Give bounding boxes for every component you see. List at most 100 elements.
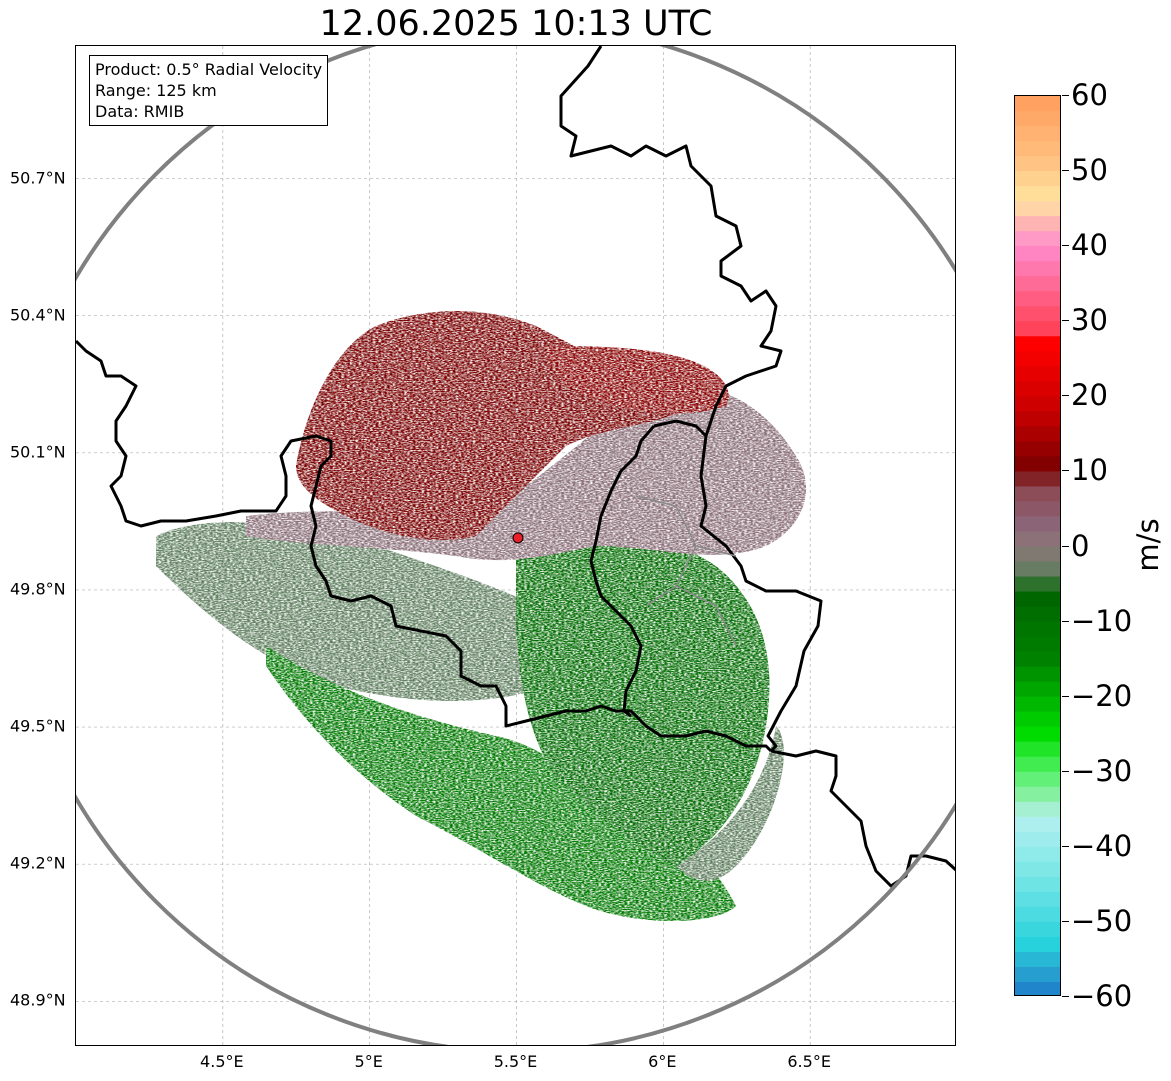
border-lu-north: [653, 419, 708, 438]
colorbar-tick-mark: [1062, 95, 1069, 96]
lat-label: 50.7°N: [10, 168, 66, 188]
colorbar-tick-mark: [1062, 845, 1069, 847]
colorbar-band: [1015, 486, 1060, 503]
product-info-box: Product: 0.5° Radial Velocity Range: 125…: [89, 55, 329, 126]
colorbar-tick-mark: [1062, 320, 1069, 322]
data-source-line: Data: RMIB: [95, 102, 185, 121]
colorbar-tick-label: −30: [1071, 753, 1133, 788]
colorbar-band: [1015, 411, 1060, 427]
lat-label: 49.5°N: [10, 716, 66, 736]
colorbar-band: [1015, 936, 1060, 953]
colorbar-band: [1015, 141, 1060, 157]
colorbar-band: [1015, 891, 1060, 908]
colorbar-band: [1015, 876, 1060, 893]
colorbar-tick-label: 20: [1071, 378, 1108, 413]
colorbar-band: [1015, 771, 1060, 788]
colorbar-band: [1015, 966, 1060, 983]
colorbar-band: [1015, 651, 1060, 668]
colorbar-band: [1015, 276, 1060, 292]
colorbar-tick-mark: [1062, 395, 1069, 397]
lat-label: 49.2°N: [10, 853, 66, 873]
lat-label: 50.4°N: [10, 305, 66, 325]
velocity-echoes: [156, 311, 806, 921]
colorbar-band: [1015, 561, 1060, 578]
colorbar-tick-label: −10: [1071, 603, 1133, 638]
colorbar-band: [1015, 231, 1060, 247]
colorbar-tick-label: −60: [1071, 979, 1133, 1013]
colorbar-band: [1015, 216, 1060, 232]
colorbar-tick-mark: [1062, 545, 1069, 547]
border-be-de-north: [559, 46, 823, 753]
lon-label: 4.5°E: [200, 1052, 244, 1071]
colorbar-band: [1015, 546, 1060, 563]
colorbar-band: [1015, 156, 1060, 172]
colorbar-tick-label: 10: [1071, 453, 1108, 488]
colorbar-tick-label: 30: [1071, 303, 1108, 338]
colorbar-band: [1015, 696, 1060, 713]
colorbar-band: [1015, 516, 1060, 533]
colorbar-band: [1015, 396, 1060, 412]
range-line: Range: 125 km: [95, 81, 217, 100]
colorbar-bands: [1015, 96, 1060, 995]
colorbar-tick-label: 0: [1071, 528, 1090, 563]
colorbar-band: [1015, 351, 1060, 367]
colorbar-tick-mark: [1062, 920, 1069, 922]
border-de-fr-south: [770, 749, 955, 888]
border-lu-west: [589, 425, 656, 718]
colorbar-band: [1015, 741, 1060, 758]
lat-label: 50.1°N: [10, 442, 66, 462]
lat-label: 48.9°N: [10, 990, 66, 1010]
colorbar-tick-mark: [1062, 770, 1069, 772]
colorbar-band: [1015, 921, 1060, 938]
colorbar-band: [1015, 126, 1060, 142]
radar-map: [76, 46, 955, 1045]
lat-label: 49.8°N: [10, 579, 66, 599]
colorbar-band: [1015, 981, 1060, 995]
colorbar-tick-mark: [1062, 170, 1069, 172]
lux-cantons: [635, 495, 737, 647]
colorbar-band: [1015, 246, 1060, 262]
colorbar-band: [1015, 171, 1060, 187]
echo-green-southeast: [516, 534, 770, 866]
colorbar-tick-label: −50: [1071, 903, 1133, 938]
echo-sage-southwest: [156, 522, 546, 701]
colorbar-tick-label: −40: [1071, 828, 1133, 863]
colorbar-band: [1015, 816, 1060, 833]
lon-label: 6°E: [648, 1052, 677, 1071]
colorbar-tick-mark: [1062, 470, 1069, 472]
radar-site-marker: [512, 532, 524, 544]
colorbar-band: [1015, 726, 1060, 743]
colorbar-band: [1015, 591, 1060, 608]
colorbar-band: [1015, 96, 1060, 112]
colorbar-band: [1015, 501, 1060, 518]
colorbar-tick-mark: [1062, 996, 1069, 997]
colorbar-tick-mark: [1062, 695, 1069, 697]
colorbar-band: [1015, 471, 1060, 488]
colorbar-band: [1015, 666, 1060, 683]
colorbar-band: [1015, 861, 1060, 878]
product-line: Product: 0.5° Radial Velocity: [95, 60, 323, 79]
colorbar-band: [1015, 951, 1060, 968]
colorbar-band: [1015, 201, 1060, 217]
colorbar-band: [1015, 111, 1060, 127]
colorbar-band: [1015, 681, 1060, 698]
plot-title: 12.06.2025 10:13 UTC: [319, 4, 713, 44]
colorbar-band: [1015, 366, 1060, 382]
lon-label: 6.5°E: [787, 1052, 831, 1071]
colorbar-band: [1015, 381, 1060, 397]
colorbar-band: [1015, 846, 1060, 863]
colorbar-tick-label: 40: [1071, 228, 1108, 263]
colorbar-band: [1015, 186, 1060, 202]
colorbar-band: [1015, 831, 1060, 848]
colorbar-band: [1015, 441, 1060, 457]
echo-red-northeast: [546, 346, 729, 414]
map-panel[interactable]: [75, 45, 956, 1046]
colorbar-band: [1015, 786, 1060, 803]
colorbar-band: [1015, 906, 1060, 923]
colorbar-band: [1015, 426, 1060, 442]
regional-borders: [635, 495, 737, 647]
colorbar-band: [1015, 621, 1060, 638]
echo-green-south: [266, 646, 736, 921]
border-be-fr: [76, 339, 773, 753]
